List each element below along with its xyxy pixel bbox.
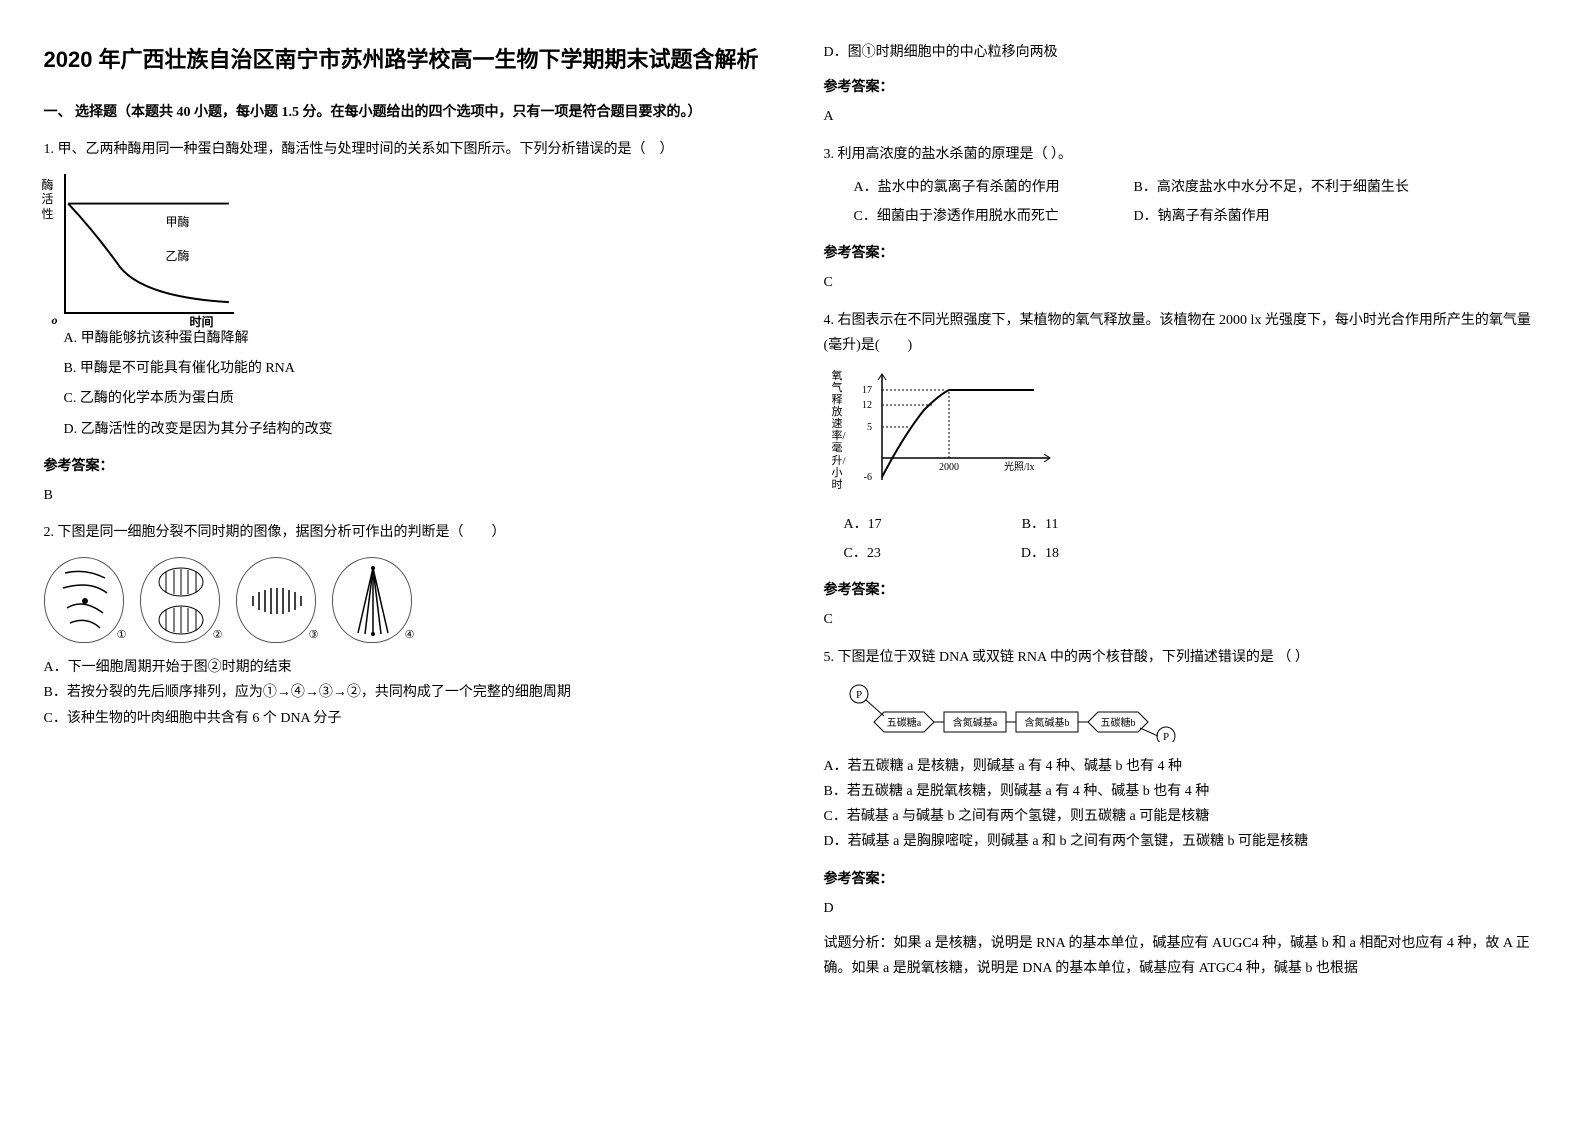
q4-option-d: D．18 [1021, 541, 1059, 566]
right-column: D．图①时期细胞中的中心粒移向两极 参考答案： A 3. 利用高浓度的盐水杀菌的… [824, 40, 1544, 989]
y-axis-label: 酶活性 [42, 178, 54, 221]
svg-text:五碳糖b: 五碳糖b [1100, 716, 1135, 729]
q2-answer: A [824, 104, 1544, 129]
q2-option-a: A．下一细胞周期开始于图②时期的结束 [44, 655, 764, 680]
q3-answer-label: 参考答案： [824, 241, 1544, 266]
svg-text:P: P [1162, 731, 1168, 742]
q2-option-c: C．该种生物的叶肉细胞中共含有 6 个 DNA 分子 [44, 706, 764, 731]
left-column: 2020 年广西壮族自治区南宁市苏州路学校高一生物下学期期末试题含解析 一、 选… [44, 40, 764, 989]
cell-label-2: ② [213, 626, 223, 646]
ytick-5: 5 [867, 422, 872, 433]
origin-label: o [52, 310, 58, 332]
q3-option-a: A．盐水中的氯离子有杀菌的作用 [854, 175, 1134, 200]
q3-answer: C [824, 270, 1544, 295]
q4-chart: 氧气释放速率/毫升/小时 17 12 5 -6 2000 光照/ [854, 370, 1054, 500]
q5-analysis: 试题分析：如果 a 是核糖，说明是 RNA 的基本单位，碱基应有 AUGC4 种… [824, 931, 1544, 981]
q4-option-b: B．11 [1022, 512, 1059, 537]
q2-option-d: D．图①时期细胞中的中心粒移向两极 [824, 40, 1544, 65]
q1-answer-label: 参考答案： [44, 454, 764, 479]
ytick-neg6: -6 [863, 472, 871, 483]
question-4: 4. 右图表示在不同光照强度下，某植物的氧气释放量。该植物在 2000 lx 光… [824, 308, 1544, 567]
svg-text:五碳糖a: 五碳糖a [886, 716, 921, 729]
q2-option-b: B．若按分裂的先后顺序排列，应为①→④→③→②，共同构成了一个完整的细胞周期 [44, 680, 764, 705]
cell-label-3: ③ [309, 626, 319, 646]
xtick-2000: 2000 [939, 462, 959, 473]
cell-label-1: ① [117, 626, 127, 646]
q1-chart: 酶活性 时间 o 甲酶 乙酶 [64, 174, 764, 314]
q3-stem: 3. 利用高浓度的盐水杀菌的原理是（ ）。 [824, 142, 1544, 167]
ytick-17: 17 [862, 385, 872, 396]
q4-y-label: 氧气释放速率/毫升/小时 [832, 370, 846, 491]
q2-cell-images: ① [44, 557, 764, 643]
curve-b-label: 乙酶 [166, 246, 190, 268]
q3-option-d: D．钠离子有杀菌作用 [1134, 204, 1270, 229]
q4-option-a: A．17 [844, 512, 882, 537]
q1-stem: 1. 甲、乙两种酶用同一种蛋白酶处理，酶活性与处理时间的关系如下图所示。下列分析… [44, 137, 764, 162]
question-2: 2. 下图是同一细胞分裂不同时期的图像，据图分析可作出的判断是（ ） ① [44, 520, 764, 731]
cell-label-4: ④ [405, 626, 415, 646]
q1-option-a: A. 甲酶能够抗该种蛋白酶降解 [64, 326, 764, 351]
cell-image-1: ① [44, 557, 124, 643]
q1-option-b: B. 甲酶是不可能具有催化功能的 RNA [64, 356, 764, 381]
question-1: 1. 甲、乙两种酶用同一种蛋白酶处理，酶活性与处理时间的关系如下图所示。下列分析… [44, 137, 764, 442]
x-axis-label: 光照/lx [1004, 460, 1035, 473]
q4-answer-label: 参考答案： [824, 578, 1544, 603]
q5-option-d: D．若碱基 a 是胸腺嘧啶，则碱基 a 和 b 之间有两个氢键，五碳糖 b 可能… [824, 829, 1544, 854]
q1-answer: B [44, 483, 764, 508]
cell-image-2: ② [140, 557, 220, 643]
section-header: 一、 选择题（本题共 40 小题，每小题 1.5 分。在每小题给出的四个选项中，… [44, 100, 764, 125]
q1-option-d: D. 乙酶活性的改变是因为其分子结构的改变 [64, 417, 764, 442]
q2-stem: 2. 下图是同一细胞分裂不同时期的图像，据图分析可作出的判断是（ ） [44, 520, 764, 545]
x-axis-label: 时间 [189, 312, 213, 334]
cell-image-3: ③ [236, 557, 316, 643]
exam-title: 2020 年广西壮族自治区南宁市苏州路学校高一生物下学期期末试题含解析 [44, 40, 764, 80]
q5-option-c: C．若碱基 a 与碱基 b 之间有两个氢键，则五碳糖 a 可能是核糖 [824, 804, 1544, 829]
question-5: 5. 下图是位于双链 DNA 或双链 RNA 中的两个核苷酸，下列描述错误的是 … [824, 645, 1544, 855]
ytick-12: 12 [862, 400, 872, 411]
svg-text:含氮碱基b: 含氮碱基b [1024, 716, 1069, 729]
q3-option-b: B．高浓度盐水中水分不足，不利于细菌生长 [1134, 175, 1409, 200]
q4-option-c: C．23 [844, 541, 881, 566]
q4-stem: 4. 右图表示在不同光照强度下，某植物的氧气释放量。该植物在 2000 lx 光… [824, 308, 1544, 358]
q1-option-c: C. 乙酶的化学本质为蛋白质 [64, 386, 764, 411]
svg-text:含氮碱基a: 含氮碱基a [952, 716, 997, 729]
q4-answer: C [824, 607, 1544, 632]
svg-text:P: P [855, 689, 861, 701]
q5-diagram: P 五碳糖a 含氮碱基a 含氮碱基b 五碳糖b P [844, 682, 1184, 742]
cell-image-4: ④ [332, 557, 412, 643]
curve-a-label: 甲酶 [166, 212, 190, 234]
question-3: 3. 利用高浓度的盐水杀菌的原理是（ ）。 A．盐水中的氯离子有杀菌的作用 B．… [824, 142, 1544, 230]
q5-option-b: B．若五碳糖 a 是脱氧核糖，则碱基 a 有 4 种、碱基 b 也有 4 种 [824, 779, 1544, 804]
q3-option-c: C．细菌由于渗透作用脱水而死亡 [854, 204, 1134, 229]
q5-option-a: A．若五碳糖 a 是核糖，则碱基 a 有 4 种、碱基 b 也有 4 种 [824, 754, 1544, 779]
exam-paper: 2020 年广西壮族自治区南宁市苏州路学校高一生物下学期期末试题含解析 一、 选… [44, 40, 1544, 989]
q2-answer-label: 参考答案： [824, 75, 1544, 100]
q5-answer: D [824, 896, 1544, 921]
q5-stem: 5. 下图是位于双链 DNA 或双链 RNA 中的两个核苷酸，下列描述错误的是 … [824, 645, 1544, 670]
q5-answer-label: 参考答案： [824, 867, 1544, 892]
